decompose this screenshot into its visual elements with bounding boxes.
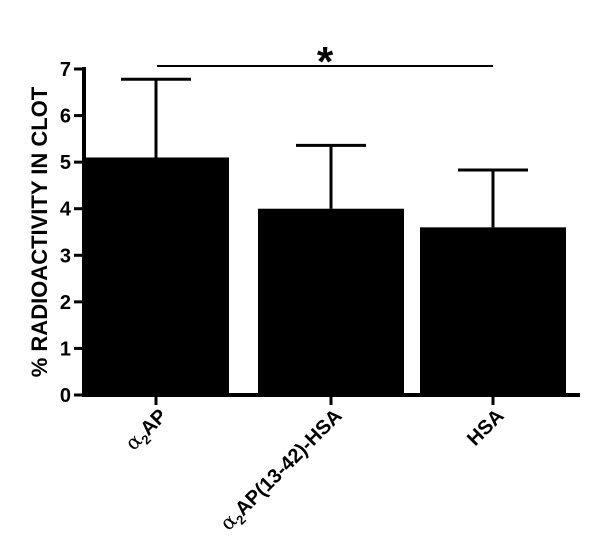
x-tick-label-1: α2AP(13-42)-HSA bbox=[215, 404, 349, 538]
y-tick-label-7: 7 bbox=[60, 59, 71, 81]
y-tick-label-3: 3 bbox=[60, 245, 71, 267]
x-tick-label-2: HSA bbox=[463, 405, 508, 450]
y-tick-label-6: 6 bbox=[60, 106, 71, 128]
significance-star: * bbox=[317, 38, 334, 85]
bar-0 bbox=[83, 157, 229, 395]
y-tick-label-1: 1 bbox=[60, 338, 71, 360]
y-tick-label-5: 5 bbox=[60, 152, 71, 174]
bar-2 bbox=[420, 227, 566, 395]
y-tick-label-4: 4 bbox=[60, 199, 72, 221]
category-text: HSA bbox=[463, 405, 508, 450]
y-axis-label: % RADIOACTIVITY IN CLOT bbox=[27, 86, 52, 377]
y-tick-label-0: 0 bbox=[60, 385, 71, 407]
y-tick-label-2: 2 bbox=[60, 292, 71, 314]
bar-1 bbox=[258, 208, 404, 395]
category-text: AP(13-42)-HSA bbox=[231, 405, 346, 520]
x-tick-label-0: α2AP bbox=[120, 404, 173, 457]
chart-marks: 0 1 2 3 4 5 6 7 α2AP α2AP(13-42)-HSA HSA * bbox=[60, 38, 580, 538]
